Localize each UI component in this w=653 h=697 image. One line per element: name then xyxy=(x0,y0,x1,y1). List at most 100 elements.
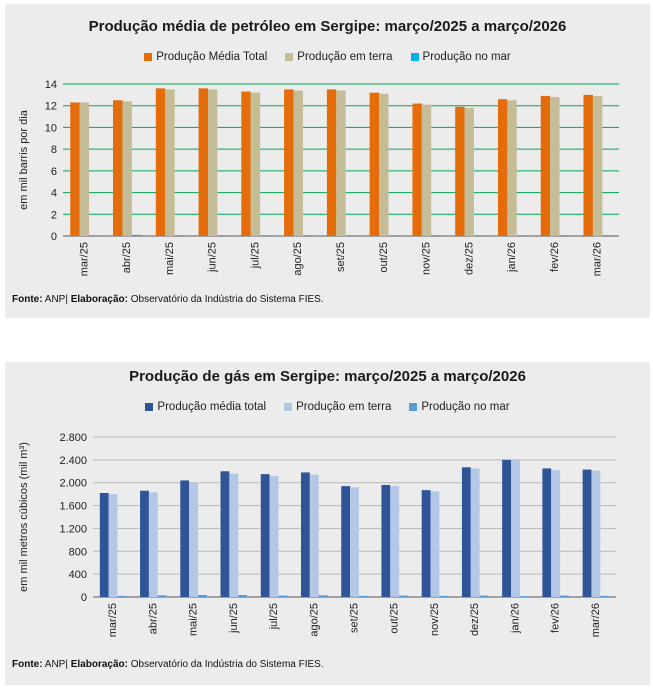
bar xyxy=(207,89,218,236)
bar xyxy=(560,595,569,597)
bar xyxy=(559,235,569,236)
legend-swatch xyxy=(144,53,153,61)
bar xyxy=(241,91,251,236)
oil-chart-panel: Produção média de petróleo em Sergipe: m… xyxy=(5,4,650,318)
bar xyxy=(157,595,167,597)
x-tick-label: mar/26 xyxy=(590,603,602,637)
x-tick-label: out/25 xyxy=(389,603,401,634)
y-tick-label: 14 xyxy=(45,79,57,91)
x-tick-label: dez/25 xyxy=(463,242,475,275)
x-tick-label: ago/25 xyxy=(308,603,320,637)
source-value: ANP| xyxy=(44,294,68,305)
y-tick-label: 8 xyxy=(51,144,57,156)
bar xyxy=(516,235,527,236)
bar xyxy=(250,92,261,236)
bar xyxy=(421,490,431,597)
x-tick-label: mai/25 xyxy=(188,603,200,636)
legend-swatch xyxy=(145,403,154,411)
legend-item: Produção média total xyxy=(145,401,266,413)
elaboration-label: Elaboração: xyxy=(70,659,128,670)
bar xyxy=(140,490,149,597)
bar xyxy=(381,485,391,597)
chart-title: Produção de gás em Sergipe: março/2025 a… xyxy=(129,368,526,385)
legend-item: Produção em terra xyxy=(284,401,391,413)
legend-label: Produção em terra xyxy=(296,401,392,413)
bar xyxy=(551,470,561,597)
bar xyxy=(421,104,432,236)
x-tick-label: abr/25 xyxy=(121,242,133,273)
bar xyxy=(350,487,359,597)
bar xyxy=(189,482,199,597)
bar xyxy=(326,89,337,236)
bar xyxy=(108,494,118,597)
bar xyxy=(122,101,132,236)
source-label: Fonte: xyxy=(12,659,43,670)
legend-label: Produção em terra xyxy=(297,51,393,63)
bar xyxy=(600,595,610,597)
bar xyxy=(542,468,552,597)
bar xyxy=(369,92,380,236)
bar xyxy=(341,486,351,597)
x-tick-label: ago/25 xyxy=(292,242,304,276)
bar xyxy=(497,99,508,236)
bar xyxy=(379,93,389,237)
bar xyxy=(358,595,368,597)
x-tick-label: out/25 xyxy=(378,242,390,273)
x-tick-label: nov/25 xyxy=(429,603,441,636)
bar xyxy=(229,473,239,597)
x-tick-label: jun/25 xyxy=(207,242,219,273)
bar xyxy=(180,480,190,597)
bar xyxy=(165,89,175,236)
bar xyxy=(293,90,303,236)
x-tick-label: mar/26 xyxy=(592,242,604,276)
bar xyxy=(399,595,409,597)
chart-title: Produção média de petróleo em Sergipe: m… xyxy=(88,18,567,35)
bar xyxy=(470,468,480,597)
bar xyxy=(345,235,356,236)
bar xyxy=(592,95,603,236)
gas-chart-svg: 0 400 800 1.200 1.600 2.000 2.400 2.800 em mil m… xyxy=(18,432,616,637)
bar xyxy=(390,486,400,597)
y-axis-title: em mil barris por dia xyxy=(18,109,30,210)
legend-item: Produção no mar xyxy=(409,401,510,413)
x-tick-label: jul/25 xyxy=(249,242,261,269)
y-tick-label: 1.200 xyxy=(59,523,87,535)
legend-item: Produção Média Total xyxy=(144,51,267,63)
x-tick-label: fev/26 xyxy=(549,242,561,272)
legend-label: Produção média total xyxy=(157,401,267,413)
bar xyxy=(148,492,158,597)
x-tick-label: fev/26 xyxy=(550,603,562,633)
bar xyxy=(113,100,123,237)
bar xyxy=(260,474,270,597)
bar xyxy=(550,97,560,237)
x-tick-label: set/25 xyxy=(349,603,361,633)
bar xyxy=(302,235,313,236)
bar xyxy=(260,235,270,236)
bar xyxy=(300,472,310,597)
bar xyxy=(430,491,440,597)
bar xyxy=(117,595,127,597)
y-tick-label: 12 xyxy=(45,101,57,113)
legend-swatch xyxy=(285,53,294,61)
legend-item: Produção no mar xyxy=(410,51,511,63)
bar xyxy=(455,106,465,236)
legend-swatch xyxy=(284,403,293,411)
bar xyxy=(602,235,612,236)
chart-legend: Produção média total Produção em terra Pro… xyxy=(5,401,650,413)
bar xyxy=(464,107,475,236)
bar xyxy=(479,595,489,597)
bar xyxy=(540,95,551,236)
bar xyxy=(309,474,319,597)
x-tick-label: nov/25 xyxy=(421,242,433,275)
x-tick-label: mar/25 xyxy=(107,603,119,637)
bar xyxy=(220,471,230,597)
bar xyxy=(174,235,185,236)
bar xyxy=(583,94,593,236)
source-note: Fonte: ANP| Elaboração: Observatório da … xyxy=(12,659,324,670)
y-tick-label: 800 xyxy=(69,546,87,558)
bar xyxy=(336,90,346,236)
bar xyxy=(412,103,422,237)
bar xyxy=(89,235,99,236)
bar xyxy=(510,460,520,597)
legend-swatch xyxy=(409,403,418,411)
